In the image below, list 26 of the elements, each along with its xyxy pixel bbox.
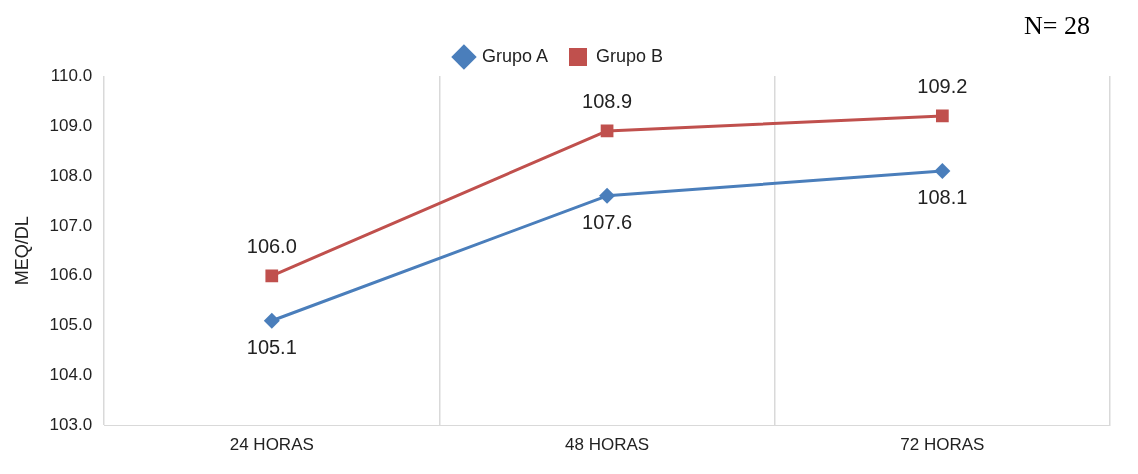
y-tick-label: 106.0: [49, 265, 93, 285]
data-label: 106.0: [246, 235, 297, 258]
y-tick-label: 103.0: [49, 415, 93, 435]
data-label: 108.1: [917, 186, 968, 209]
x-tick-label: 48 HORAS: [565, 435, 650, 455]
y-axis-title: MEQ/DL: [11, 216, 32, 286]
y-tick-label: 104.0: [49, 365, 93, 385]
y-tick-label: 105.0: [49, 315, 93, 335]
text: N= 28: [1024, 10, 1090, 40]
y-tick-label: 108.0: [49, 165, 93, 185]
point: [263, 312, 280, 329]
y-tick-label: 110.0: [50, 65, 93, 85]
point: [599, 187, 616, 204]
y-tick-label: 109.0: [49, 115, 93, 135]
data-label: 108.9: [582, 90, 633, 113]
point: [934, 162, 951, 179]
x-tick-label: 72 HORAS: [900, 435, 985, 455]
data-label: 105.1: [246, 336, 297, 359]
data-label: 109.2: [917, 75, 968, 98]
point: [935, 109, 949, 123]
x-tick-label: 24 HORAS: [229, 435, 314, 455]
legend-label: Grupo B: [596, 45, 664, 66]
point: [265, 269, 279, 283]
data-label: 107.6: [582, 211, 633, 234]
legend-label: Grupo A: [481, 45, 549, 66]
y-tick-label: 107.0: [49, 215, 93, 235]
